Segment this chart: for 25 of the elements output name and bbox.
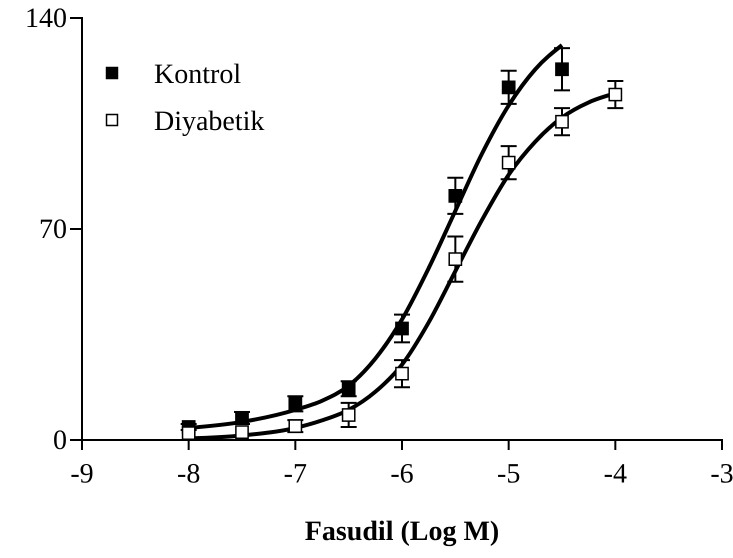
y-tick-label: 70 (39, 214, 67, 245)
x-tick-label: -3 (710, 458, 733, 490)
x-tick-label: -5 (497, 458, 520, 490)
x-tick-label: -7 (284, 458, 307, 490)
legend-label: Kontrol (154, 59, 242, 90)
point (448, 252, 462, 266)
legend-label: Diyabetik (154, 106, 264, 137)
point (555, 114, 569, 129)
point (395, 322, 409, 336)
x-tick-label: -6 (390, 458, 414, 490)
point (555, 62, 569, 76)
x-axis-title: Fasudil (Log M) (304, 516, 500, 547)
point (182, 426, 196, 440)
x-tick-label: -9 (70, 458, 94, 490)
point (608, 88, 622, 102)
point (342, 408, 356, 422)
point (502, 156, 516, 170)
x-tick-label: -8 (177, 458, 200, 490)
y-tick-label: 140 (25, 2, 67, 34)
x-tick-label: -4 (604, 458, 627, 490)
point (448, 188, 462, 203)
point (395, 366, 409, 381)
y-tick-label: 0 (53, 424, 67, 456)
point (235, 425, 249, 440)
point (502, 80, 516, 94)
